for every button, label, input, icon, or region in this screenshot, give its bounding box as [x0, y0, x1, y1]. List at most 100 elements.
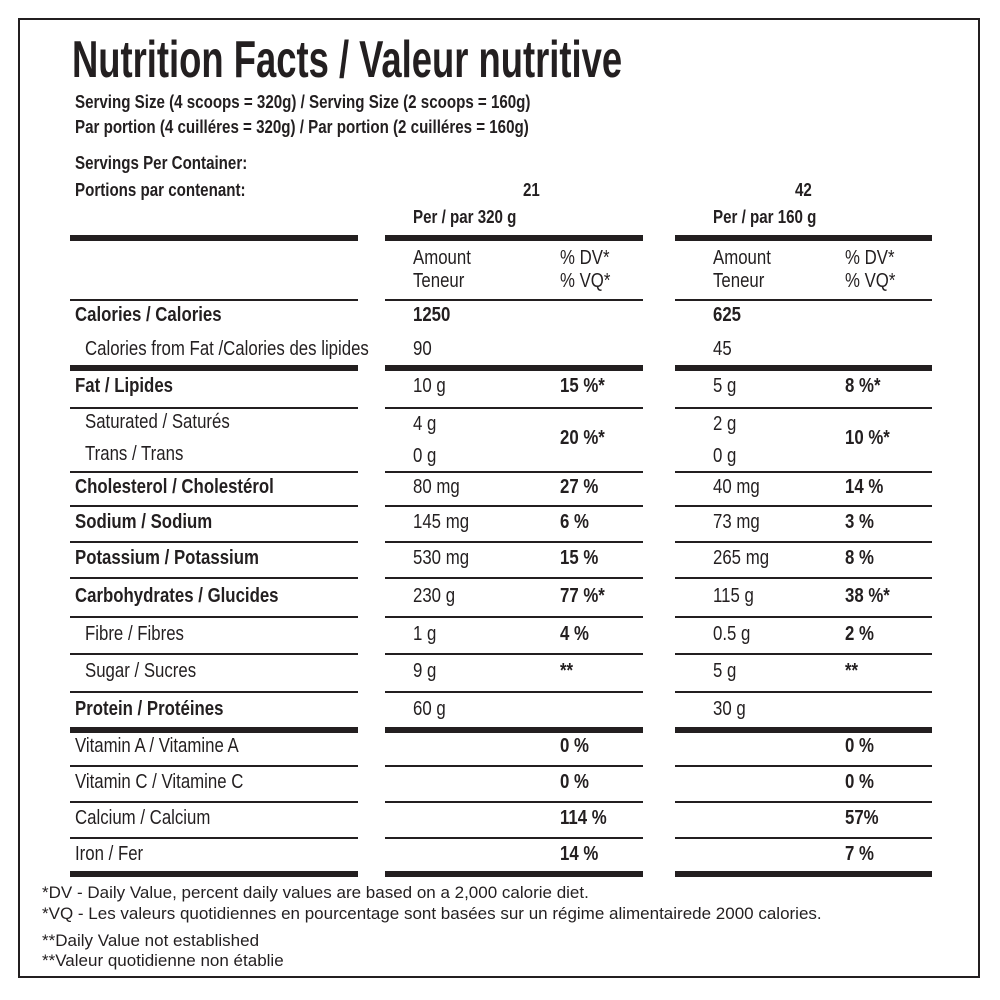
daily-value: 38 %* — [845, 584, 890, 607]
amount: 45 — [713, 338, 732, 360]
rule — [675, 541, 932, 543]
daily-value: 10 %* — [845, 427, 890, 449]
nutrient-label: Sodium / Sodium — [75, 511, 213, 533]
footnote: *DV - Daily Value, percent daily values … — [42, 882, 589, 902]
rule — [70, 471, 358, 473]
title: Nutrition Facts / Valeur nutritive — [72, 31, 623, 89]
daily-value: 7 % — [845, 843, 874, 865]
servings-label: Servings Per Container: — [75, 153, 248, 173]
rule — [385, 691, 643, 693]
daily-value: 0 % — [845, 735, 874, 757]
amount: 230 g — [413, 584, 456, 607]
per-portion: Per / par 160 g — [713, 207, 817, 227]
daily-value: 3 % — [845, 511, 874, 533]
daily-value: 0 % — [560, 735, 589, 757]
nutrient-label: Fat / Lipides — [75, 375, 174, 397]
rule — [385, 407, 643, 409]
amount: 60 g — [413, 698, 446, 720]
daily-value: 114 % — [560, 807, 607, 829]
amount: 5 g — [713, 375, 737, 397]
rule — [70, 653, 358, 655]
rule — [70, 837, 358, 839]
rule — [385, 365, 643, 371]
rule — [675, 837, 932, 839]
amount: 530 mg — [413, 547, 470, 569]
rule — [675, 616, 932, 618]
rule — [385, 801, 643, 803]
rule — [385, 871, 643, 877]
rule — [675, 871, 932, 877]
rule — [70, 577, 358, 579]
daily-value: 0 % — [560, 771, 589, 793]
nutrient-label: Vitamin A / Vitamine A — [75, 735, 239, 757]
daily-value: 2 % — [845, 622, 874, 645]
daily-value: 0 % — [845, 771, 874, 793]
amount: 625 — [713, 304, 742, 326]
amount: 145 mg — [413, 511, 470, 533]
rule — [675, 471, 932, 473]
rule — [675, 505, 932, 507]
amount: 5 g — [713, 660, 737, 682]
amount: 80 mg — [413, 476, 460, 498]
rule — [70, 616, 358, 618]
daily-value: 14 % — [845, 476, 884, 498]
daily-value: 6 % — [560, 511, 589, 533]
rule — [385, 541, 643, 543]
rule — [675, 365, 932, 371]
rule — [675, 765, 932, 767]
daily-value: 77 %* — [560, 584, 605, 607]
daily-value: 57% — [845, 807, 879, 829]
rule — [675, 653, 932, 655]
rule — [70, 691, 358, 693]
rule — [70, 541, 358, 543]
amount: 2 g — [713, 413, 737, 435]
amount: 0.5 g — [713, 622, 751, 645]
amount: 1250 — [413, 304, 451, 326]
rule — [385, 577, 643, 579]
rule — [385, 765, 643, 767]
daily-value: 4 % — [560, 622, 589, 645]
rule — [675, 577, 932, 579]
rule — [385, 653, 643, 655]
rule — [70, 871, 358, 877]
rule — [385, 727, 643, 733]
servings-count: 21 — [523, 180, 540, 200]
servings-label: Portions par contenant: — [75, 180, 246, 200]
amount-header: Amount — [413, 247, 471, 269]
dv-header: % DV* — [845, 247, 895, 269]
rule — [70, 235, 358, 241]
amount: 90 — [413, 338, 432, 360]
label-frame — [18, 18, 980, 978]
servings-count: 42 — [795, 180, 812, 200]
nutrient-label: Calcium / Calcium — [75, 807, 211, 829]
daily-value: ** — [845, 660, 859, 682]
nutrient-label: Calories from Fat /Calories des lipides — [85, 338, 369, 360]
rule — [70, 727, 358, 733]
daily-value: 27 % — [560, 476, 599, 498]
rule — [70, 505, 358, 507]
nutrient-label: Saturated / Saturés — [85, 411, 230, 433]
rule — [70, 299, 358, 301]
rule — [675, 407, 932, 409]
amount: 30 g — [713, 698, 746, 720]
rule — [675, 299, 932, 301]
rule — [385, 837, 643, 839]
daily-value: 14 % — [560, 843, 599, 865]
amount-header: Teneur — [713, 270, 765, 292]
per-portion: Per / par 320 g — [413, 207, 517, 227]
footnote: *VQ - Les valeurs quotidiennes en pource… — [42, 903, 822, 923]
rule — [385, 505, 643, 507]
nutrient-label: Cholesterol / Cholestérol — [75, 476, 274, 498]
rule — [385, 471, 643, 473]
rule — [675, 691, 932, 693]
nutrient-label: Potassium / Potassium — [75, 547, 259, 569]
footnote: **Daily Value not established — [42, 930, 260, 950]
rule — [385, 299, 643, 301]
daily-value: 15 % — [560, 547, 599, 569]
dv-header: % DV* — [560, 247, 610, 269]
amount: 265 mg — [713, 547, 770, 569]
nutrient-label: Trans / Trans — [85, 443, 184, 465]
amount: 1 g — [413, 622, 437, 645]
rule — [675, 727, 932, 733]
